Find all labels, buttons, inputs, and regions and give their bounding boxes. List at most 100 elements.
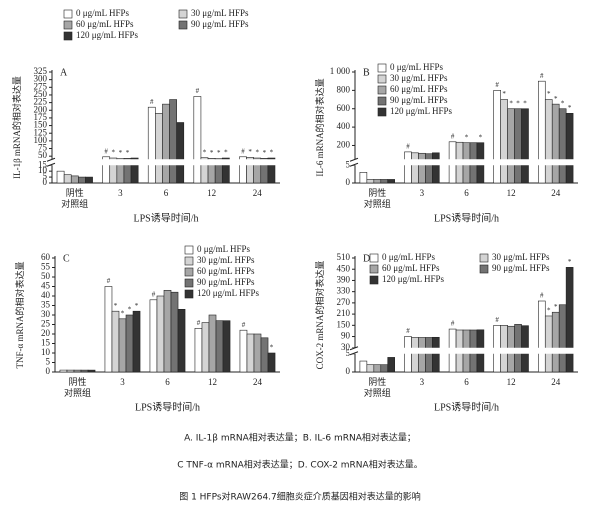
legend-swatch [377,107,387,117]
x-axis-label: LPS诱导时间/h [434,400,499,413]
x-tick-label: 阴性对照组 [364,376,391,398]
significance-mark: * [547,90,551,98]
significance-mark: * [112,149,116,157]
bar [359,172,368,184]
significance-mark: # [540,72,544,80]
legend-swatch [184,256,194,266]
bar [373,364,382,373]
legend-swatch [377,85,387,95]
bar [239,329,248,373]
bar [425,153,433,184]
x-tick-label: 3 [420,377,425,387]
x-tick-label: 12 [507,188,516,198]
y-axis-label: IL-6 mRNA的相对表达量 [314,78,325,176]
legend-swatch [377,74,387,84]
y-tick-label: 125 [34,127,48,137]
significance-mark: # [107,277,111,285]
bar [538,80,546,184]
bar [507,108,515,184]
significance-mark: * [523,99,527,107]
legend-label: 30 μg/mL HFPs [390,73,448,83]
significance-mark: # [152,290,156,298]
bar [111,310,120,373]
legend-label: 60 μg/mL HFPs [390,84,448,94]
legend-label: 0 μg/mL HFPs [76,8,130,18]
significance-mark: # [451,320,455,328]
bar [565,113,574,184]
y-tick-label: 450 [337,263,351,273]
y-tick-label: 300 [34,74,48,84]
legend-label: 90 μg/mL HFPs [390,95,448,105]
legend-swatch [369,264,379,274]
x-tick-label: 24 [253,188,263,198]
bar [163,289,172,373]
legend-label: 120 μg/mL HFPs [390,106,453,116]
y-tick-label: 20 [41,328,51,338]
axis-break [46,159,282,166]
significance-mark: * [561,99,565,107]
axis-break [349,159,580,166]
x-tick-label: 阴性对照组 [64,376,91,398]
bar [222,320,231,373]
legend-label: 60 μg/mL HFPs [76,19,134,29]
legend-swatch [63,31,73,41]
bar [201,322,210,373]
bar [87,369,96,373]
y-tick-label: 5 [346,348,351,358]
y-tick-label: 150 [34,120,48,130]
x-tick-label: 3 [120,377,125,387]
significance-mark: * [554,95,558,103]
legend-swatch [369,275,379,285]
bar [544,99,553,184]
bar [387,357,395,373]
break-line [349,162,359,167]
bar [514,108,522,184]
significance-mark: * [568,258,572,266]
bar [373,179,382,184]
bar [85,176,93,184]
bar [425,337,433,373]
bar [80,369,89,373]
significance-mark: * [509,99,513,107]
significance-mark: * [121,309,125,317]
x-tick-label: 阴性对照组 [61,187,88,209]
figure-title: 图 1 HFPs对RAW264.7细胞炎症介质基因相对表达量的影响 [179,491,421,503]
y-tick-label: 150 [337,319,351,329]
bar [267,157,276,184]
legend-swatch [184,245,194,255]
x-tick-label: 12 [207,188,216,198]
bar [169,99,177,184]
bar [558,304,567,373]
y-tick-label: 330 [337,286,351,296]
legend-swatch [178,20,188,30]
bar [253,333,262,373]
bar [418,152,426,184]
y-tick-label: 275 [34,81,48,91]
x-axis-label: LPS诱导时间/h [434,211,499,224]
y-axis-label: IL-1β mRNA的相对表达量 [11,76,22,179]
break-line [46,162,56,167]
y-tick-label: 50 [41,271,51,281]
legend-swatch [178,9,188,19]
x-tick-label: 6 [165,377,170,387]
bar [73,369,82,373]
x-tick-label: 24 [551,377,561,387]
bar [63,174,72,184]
bar [147,106,156,184]
significance-mark: * [270,344,274,352]
bar [132,310,141,373]
x-tick-label: 3 [118,188,123,198]
x-axis-label: LPS诱导时间/h [135,400,200,413]
bar [193,96,202,184]
bar [267,352,276,373]
bar [380,364,389,373]
panel-letter: A [60,67,68,78]
bar [387,179,395,184]
legend-label: 30 μg/mL HFPs [197,255,255,265]
bar [177,308,186,373]
significance-mark: # [197,319,201,327]
x-tick-label: 6 [464,377,469,387]
y-tick-label: 270 [337,297,351,307]
bar [493,90,501,184]
y-tick-label: 30 [341,342,351,352]
